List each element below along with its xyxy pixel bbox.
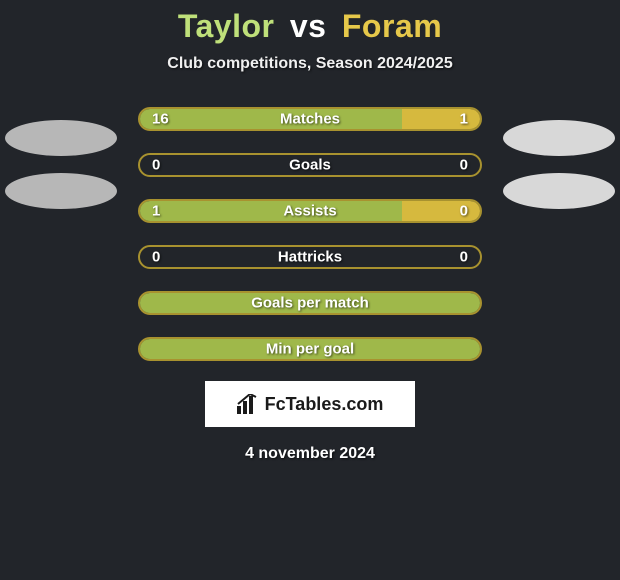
bar-value-left: 0: [152, 157, 160, 174]
page-title: Taylor vs Foram: [0, 8, 620, 45]
stat-bar: 0 0 Goals: [138, 153, 482, 177]
bar-label: Goals per match: [251, 295, 369, 312]
bar-fill-left: [140, 201, 402, 221]
bar-value-right: 0: [460, 157, 468, 174]
bar-label: Min per goal: [266, 341, 354, 358]
brand-badge: FcTables.com: [205, 381, 415, 427]
title-vs: vs: [290, 8, 327, 44]
stat-bar: 16 1 Matches: [138, 107, 482, 131]
bar-value-left: 1: [152, 203, 160, 220]
player2-name: Foram: [342, 8, 442, 44]
bar-fill-left: [140, 109, 402, 129]
bar-label: Assists: [283, 203, 336, 220]
player2-avatar-secondary: [503, 173, 615, 209]
comparison-card: Taylor vs Foram Club competitions, Seaso…: [0, 0, 620, 463]
bar-label: Matches: [280, 111, 340, 128]
bar-label: Hattricks: [278, 249, 342, 266]
brand-icon: [237, 394, 259, 414]
player1-avatar-secondary: [5, 173, 117, 209]
player1-name: Taylor: [178, 8, 275, 44]
player1-avatar: [5, 120, 117, 156]
bar-value-left: 0: [152, 249, 160, 266]
bar-fill-right: [402, 109, 480, 129]
date-label: 4 november 2024: [0, 445, 620, 463]
bar-value-right: 0: [460, 249, 468, 266]
bar-fill-right: [402, 201, 480, 221]
bar-label: Goals: [289, 157, 331, 174]
bar-value-right: 1: [460, 111, 468, 128]
stat-bar: Goals per match: [138, 291, 482, 315]
stat-bar: 0 0 Hattricks: [138, 245, 482, 269]
stat-bar: Min per goal: [138, 337, 482, 361]
stat-bar: 1 0 Assists: [138, 199, 482, 223]
player2-avatar: [503, 120, 615, 156]
subtitle: Club competitions, Season 2024/2025: [0, 55, 620, 73]
bar-value-left: 16: [152, 111, 169, 128]
brand-text: FcTables.com: [265, 394, 384, 415]
bar-value-right: 0: [460, 203, 468, 220]
